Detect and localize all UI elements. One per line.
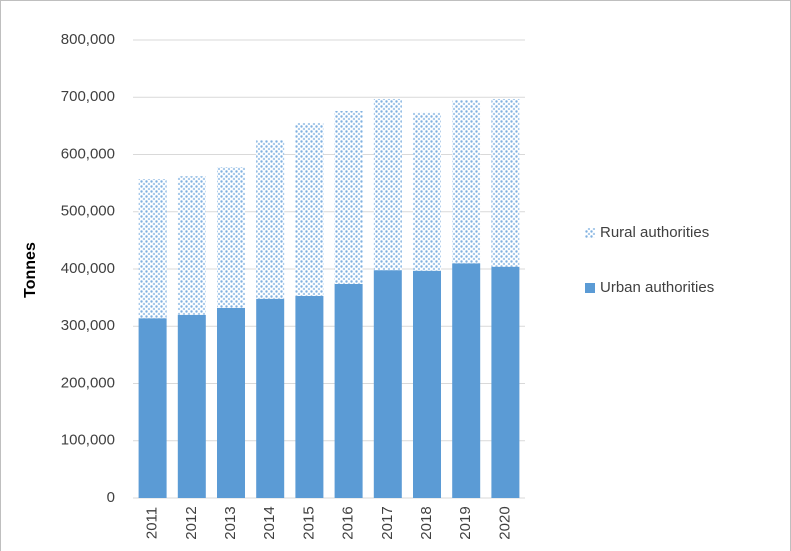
- bar-segment: [491, 98, 520, 267]
- bar-segment: [452, 100, 481, 264]
- bar-segment: [491, 266, 520, 498]
- bar-segment: [452, 263, 481, 498]
- y-tick-label: 500,000: [61, 203, 115, 220]
- x-tick-label: 2014: [261, 506, 278, 539]
- bar-segment: [177, 314, 206, 498]
- bar-segment: [373, 98, 402, 271]
- bar-segment: [177, 176, 206, 315]
- x-tick-label: 2019: [457, 506, 474, 539]
- y-tick-label: 100,000: [61, 432, 115, 449]
- y-tick-label: 600,000: [61, 145, 115, 162]
- y-tick-label: 200,000: [61, 374, 115, 391]
- bar-segment: [256, 140, 285, 299]
- y-axis-title: Tonnes: [22, 242, 39, 298]
- y-tick-label: 800,000: [61, 31, 115, 48]
- bar-segment: [413, 270, 441, 498]
- bar-segment: [138, 179, 167, 319]
- bar-segment: [295, 123, 324, 296]
- legend-marker: [585, 228, 595, 238]
- x-tick-label: 2016: [340, 506, 357, 539]
- y-tick-label: 300,000: [61, 317, 115, 334]
- bar-segment: [256, 298, 285, 498]
- legend-label: Rural authorities: [600, 224, 709, 241]
- legend-marker: [585, 283, 595, 293]
- bar-segment: [138, 318, 167, 498]
- legend-label: Urban authorities: [600, 279, 714, 296]
- bar-segment: [413, 112, 441, 271]
- y-tick-label: 700,000: [61, 88, 115, 105]
- x-tick-label: 2017: [379, 506, 396, 539]
- x-tick-label: 2020: [496, 506, 513, 539]
- y-tick-label: 400,000: [61, 260, 115, 277]
- x-tick-label: 2012: [183, 506, 200, 539]
- x-tick-label: 2015: [300, 506, 317, 539]
- bar-segment: [334, 110, 363, 284]
- bar-segment: [217, 307, 245, 498]
- x-tick-label: 2013: [222, 506, 239, 539]
- bar-segment: [295, 295, 324, 498]
- y-tick-label: 0: [107, 489, 115, 506]
- bar-segment: [217, 167, 245, 308]
- bar-segment: [334, 283, 363, 498]
- x-tick-label: 2018: [418, 506, 435, 539]
- x-tick-label: 2011: [144, 507, 161, 539]
- bar-segment: [373, 270, 402, 498]
